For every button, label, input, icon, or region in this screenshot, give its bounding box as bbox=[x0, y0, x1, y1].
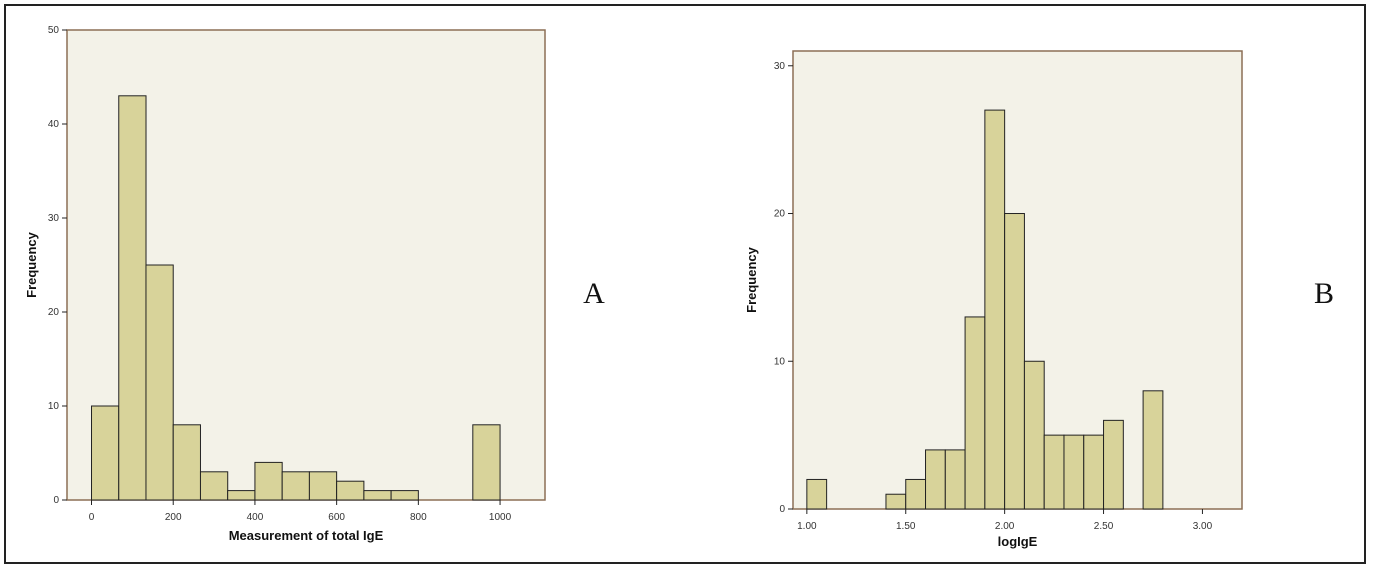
histogram-bar bbox=[964, 316, 986, 510]
y-tick-label: 50 bbox=[48, 25, 60, 36]
y-tick-label: 20 bbox=[48, 307, 60, 318]
histogram-bar bbox=[1083, 434, 1105, 510]
x-tick-label: 2.00 bbox=[995, 521, 1015, 532]
panel-letter: A bbox=[583, 277, 605, 310]
histogram-bar bbox=[145, 264, 174, 501]
x-tick-label: 1.50 bbox=[896, 521, 916, 532]
x-tick-label: 600 bbox=[328, 512, 345, 523]
histogram-bar bbox=[1004, 213, 1025, 510]
histogram-bar bbox=[199, 471, 229, 501]
histogram-bar bbox=[1103, 419, 1124, 510]
y-axis-title: Frequency bbox=[744, 246, 759, 313]
y-tick-label: 10 bbox=[48, 401, 60, 412]
x-tick-label: 2.50 bbox=[1094, 521, 1114, 532]
y-tick-label: 0 bbox=[53, 495, 59, 506]
histogram-bar bbox=[984, 109, 1006, 510]
histogram-bar bbox=[1043, 434, 1065, 510]
histogram-bar bbox=[254, 461, 283, 501]
y-tick-label: 30 bbox=[774, 61, 786, 72]
histogram-bar bbox=[390, 490, 419, 501]
panel-letter: B bbox=[1314, 277, 1334, 310]
y-axis-title: Frequency bbox=[24, 231, 39, 298]
x-axis-title: logIgE bbox=[998, 534, 1038, 549]
x-tick-label: 1000 bbox=[489, 512, 512, 523]
figure-frame: 0 10 20 30 40 50 0 200 400 600 800 1000 Measurement … bbox=[4, 4, 1366, 564]
x-tick-label: 1.00 bbox=[797, 521, 817, 532]
x-tick-label: 200 bbox=[165, 512, 182, 523]
histogram-bar bbox=[944, 449, 966, 510]
histogram-bar bbox=[905, 478, 927, 510]
y-tick-label: 30 bbox=[48, 213, 60, 224]
histogram-bar bbox=[308, 471, 338, 501]
histogram-bar bbox=[281, 471, 310, 501]
x-axis-title: Measurement of total IgE bbox=[229, 528, 384, 543]
histogram-bar bbox=[172, 424, 201, 501]
panel-b: 0 10 20 30 1.00 1.50 2.00 2.50 3.00 logIgE Frequen… bbox=[744, 50, 1334, 549]
histogram-bar bbox=[1063, 434, 1085, 510]
histogram-bar bbox=[336, 480, 365, 501]
x-tick-label: 3.00 bbox=[1193, 521, 1213, 532]
histogram-bar bbox=[363, 490, 392, 501]
panel-a: 0 10 20 30 40 50 0 200 400 600 800 1000 Measurement … bbox=[24, 25, 605, 543]
y-tick-label: 10 bbox=[774, 356, 786, 367]
histogram-bar bbox=[91, 405, 120, 501]
y-tick-label: 0 bbox=[779, 504, 785, 515]
histogram-bar bbox=[227, 490, 256, 501]
histogram-bar bbox=[925, 449, 946, 510]
y-tick-label: 40 bbox=[48, 119, 60, 130]
histogram-bar bbox=[885, 493, 907, 510]
histogram-bar bbox=[806, 478, 828, 510]
histogram-bar bbox=[118, 95, 147, 501]
histogram-bar bbox=[472, 424, 501, 501]
x-tick-label: 400 bbox=[247, 512, 264, 523]
histogram-bar bbox=[1142, 390, 1164, 510]
y-tick-label: 20 bbox=[774, 209, 786, 220]
histogram-bar bbox=[1023, 360, 1045, 510]
x-tick-label: 800 bbox=[410, 512, 427, 523]
x-tick-label: 0 bbox=[89, 512, 95, 523]
